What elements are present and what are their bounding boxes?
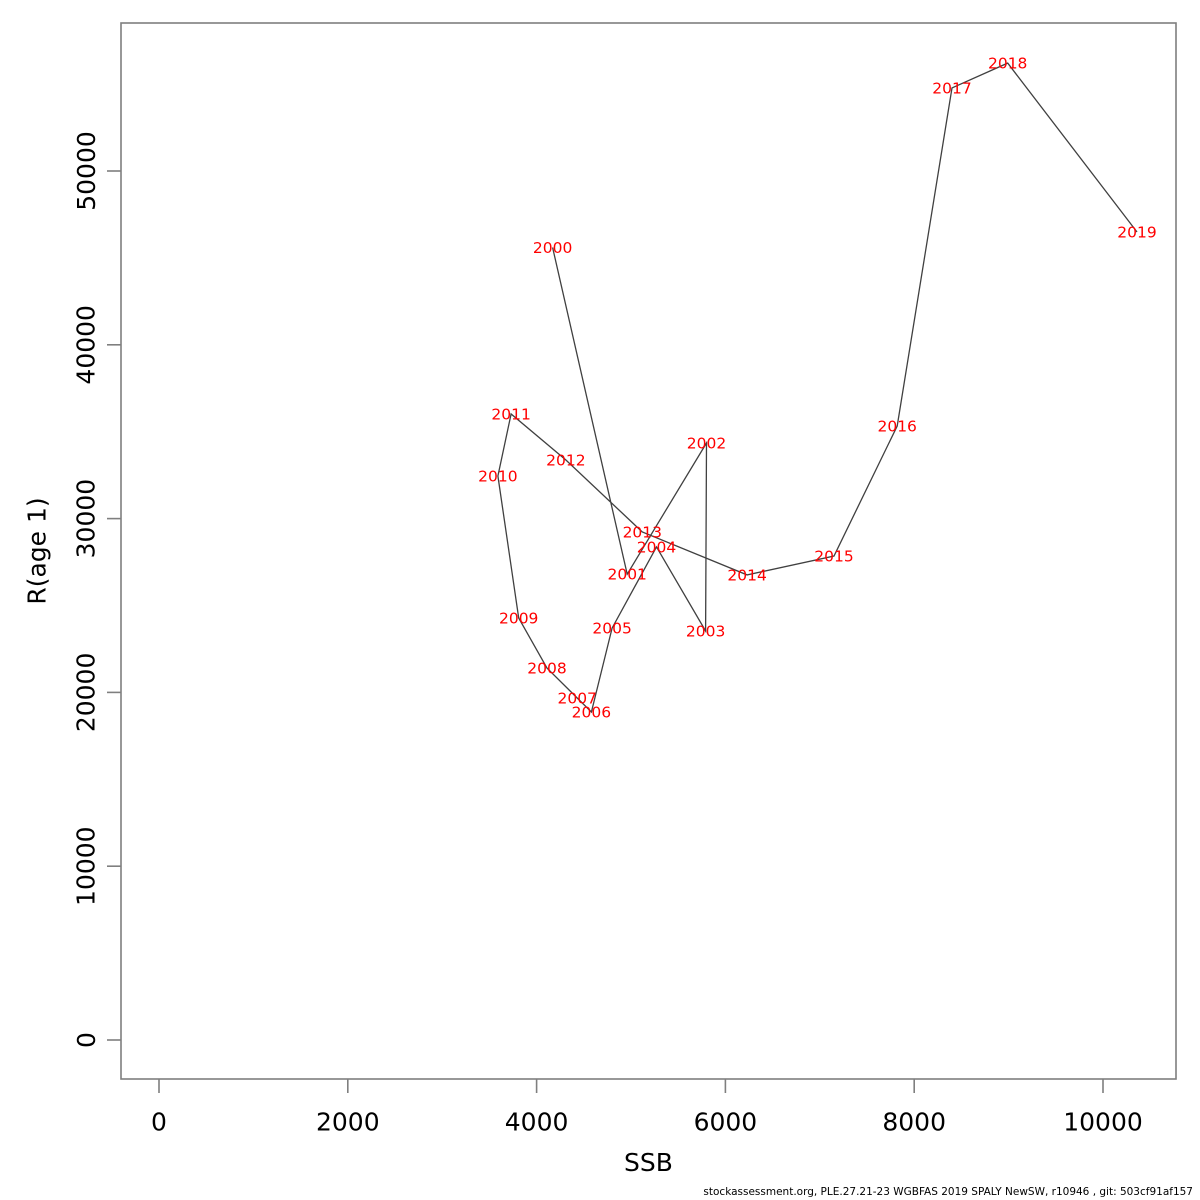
year-label-2012: 2012 (546, 451, 585, 469)
year-label-2011: 2011 (491, 405, 530, 423)
year-label-2017: 2017 (932, 79, 971, 97)
y-axis-title: R(age 1) (22, 497, 52, 605)
year-label-2006: 2006 (572, 703, 611, 721)
year-label-2003: 2003 (686, 622, 725, 640)
x-axis-title: SSB (624, 1148, 673, 1177)
year-label-2016: 2016 (877, 417, 916, 435)
y-tick-label: 0 (72, 1032, 101, 1048)
x-tick-label: 0 (151, 1108, 167, 1137)
x-tick-label: 6000 (694, 1108, 758, 1137)
year-label-2009: 2009 (499, 609, 538, 627)
year-label-2010: 2010 (478, 467, 517, 485)
year-label-2005: 2005 (592, 620, 631, 638)
x-tick-label: 8000 (882, 1108, 946, 1137)
x-tick-label: 4000 (505, 1108, 569, 1137)
year-label-2019: 2019 (1117, 223, 1156, 241)
data-line (497, 62, 1138, 714)
year-label-2015: 2015 (814, 547, 853, 565)
y-tick-label: 50000 (72, 131, 101, 211)
year-label-2000: 2000 (533, 239, 572, 257)
year-label-2002: 2002 (687, 434, 726, 452)
year-label-2001: 2001 (607, 566, 646, 584)
year-label-2008: 2008 (527, 660, 566, 678)
year-label-2018: 2018 (988, 55, 1027, 73)
year-label-2014: 2014 (727, 566, 766, 584)
y-tick-label: 10000 (72, 826, 101, 906)
plot-box (120, 22, 1177, 1080)
y-tick-label: 20000 (72, 653, 101, 733)
year-label-2013: 2013 (623, 523, 662, 541)
y-tick-label: 40000 (72, 305, 101, 385)
year-label-2007: 2007 (557, 689, 596, 707)
y-tick-label: 30000 (72, 479, 101, 559)
x-tick-label: 2000 (316, 1108, 380, 1137)
footer-attribution: stockassessment.org, PLE.27.21-23 WGBFAS… (703, 1186, 1193, 1198)
year-label-2004: 2004 (637, 538, 676, 556)
x-tick-label: 10000 (1063, 1108, 1143, 1137)
